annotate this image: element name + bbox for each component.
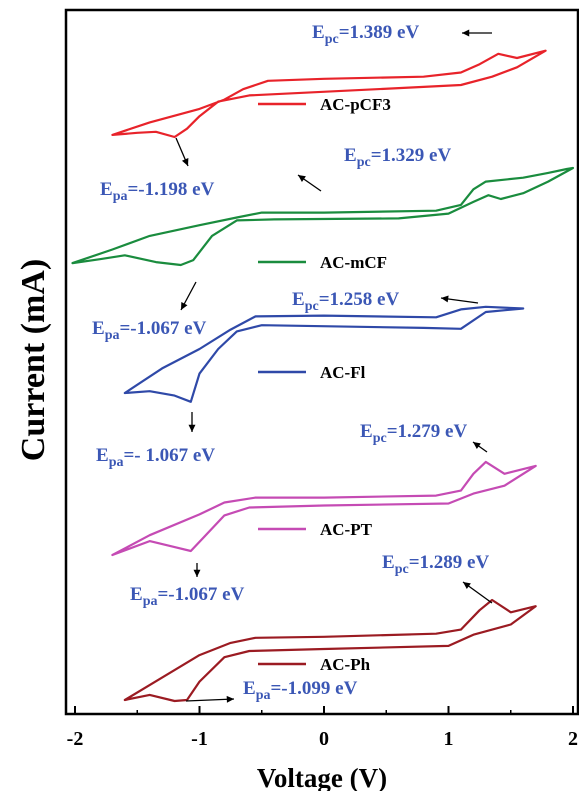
legend-label: AC-Ph	[320, 655, 371, 674]
x-tick-label: 0	[319, 728, 329, 750]
x-axis: -2 -1 0 1 2	[67, 706, 578, 750]
plot-frame	[64, 8, 579, 716]
peak-annotation: Epc=1.289 eV	[382, 552, 489, 577]
annotations: Epc=1.389 eV Epa=-1.198 eV Epc=1.329 eV Epa…	[92, 22, 493, 703]
trace-ac-pcf3	[111, 49, 547, 139]
trace-ac-pt	[111, 460, 537, 557]
peak-annotation: Epc=1.258 eV	[292, 289, 399, 314]
peak-annotation: Epa=-1.067 eV	[92, 318, 207, 343]
y-axis-title: Current (mA)	[15, 259, 52, 461]
arrow-head	[441, 295, 449, 303]
peak-annotation: Epa=- 1.067 eV	[96, 445, 215, 470]
peak-annotation: Epa=-1.067 eV	[130, 584, 245, 609]
peak-annotation: Epa=-1.198 eV	[100, 179, 215, 204]
legend-label: AC-mCF	[320, 253, 387, 272]
arrow-head	[188, 424, 196, 432]
arrow-head	[473, 442, 481, 450]
trace-ac-ph	[123, 598, 537, 703]
x-tick-label: -2	[67, 728, 84, 750]
peak-annotation: Epc=1.279 eV	[360, 421, 467, 446]
arrow-head	[463, 582, 471, 590]
arrow-head	[462, 29, 470, 37]
x-tick-label: -1	[191, 728, 208, 750]
legend-label: AC-Fl	[320, 363, 366, 382]
x-axis-title: Voltage (V)	[257, 763, 387, 791]
arrow-head	[181, 302, 188, 310]
peak-annotation: Epc=1.389 eV	[312, 22, 419, 47]
peak-annotation: Epc=1.329 eV	[344, 145, 451, 170]
legend-label: AC-PT	[320, 520, 373, 539]
arrow-head	[193, 569, 201, 577]
x-tick-label: 2	[568, 728, 578, 750]
trace-ac-mcf	[71, 166, 575, 267]
arrow-head	[226, 695, 234, 703]
x-tick-label: 1	[444, 728, 454, 750]
legend: AC-pCF3 AC-mCF AC-Fl AC-PT AC-Ph	[258, 95, 391, 674]
legend-label: AC-pCF3	[320, 95, 391, 114]
trace-ac-fl	[123, 305, 525, 403]
peak-annotation: Epa=-1.099 eV	[243, 678, 358, 703]
annotation-arrow	[185, 698, 235, 702]
arrow-head	[298, 175, 306, 182]
traces	[71, 49, 575, 703]
arrow-head	[181, 158, 189, 166]
